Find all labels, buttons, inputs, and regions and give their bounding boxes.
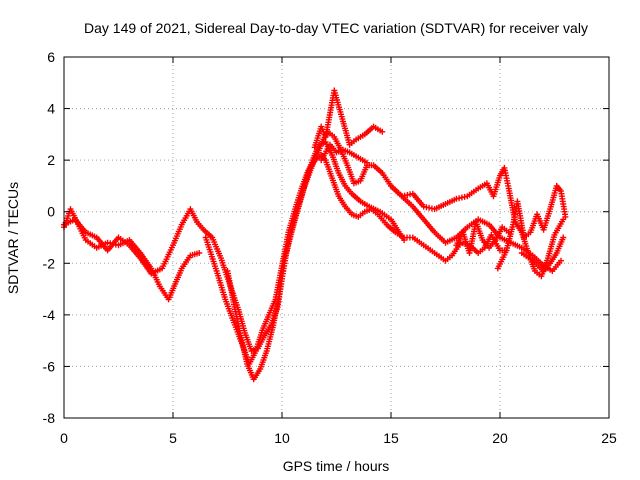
series-plus-markers bbox=[494, 182, 569, 272]
series-plus-markers bbox=[453, 219, 512, 256]
y-tick-label: 4 bbox=[47, 101, 55, 117]
y-tick-label: -2 bbox=[43, 255, 56, 271]
y-tick-label: -6 bbox=[43, 358, 56, 374]
x-axis-label: GPS time / hours bbox=[283, 458, 390, 474]
y-tick-label: 0 bbox=[47, 204, 55, 220]
y-tick-label: 6 bbox=[47, 49, 55, 65]
data-marks bbox=[61, 87, 569, 383]
x-tick-label: 25 bbox=[601, 430, 617, 446]
series-plus-markers bbox=[318, 141, 370, 166]
x-tick-label: 10 bbox=[274, 430, 290, 446]
x-tick-label: 5 bbox=[169, 430, 177, 446]
series-plus-markers bbox=[61, 206, 203, 303]
series-track-10 bbox=[453, 219, 512, 256]
series-plus-markers bbox=[311, 87, 386, 151]
x-tick-label: 20 bbox=[492, 430, 508, 446]
plot-frame bbox=[63, 56, 610, 419]
series-plus-markers bbox=[518, 234, 567, 274]
y-tick-label: 2 bbox=[47, 152, 55, 168]
axis-ticks: 0 5 10 15 20 25 -8 -6 -4 -2 0 2 4 6 bbox=[43, 49, 617, 446]
y-axis-label: SDTVAR / TECUs bbox=[5, 182, 21, 294]
series-track-8 bbox=[494, 182, 569, 272]
x-tick-label: 0 bbox=[60, 430, 68, 446]
y-tick-label: -8 bbox=[43, 410, 56, 426]
series-track-4 bbox=[224, 128, 564, 383]
chart-title: Day 149 of 2021, Sidereal Day-to-day VTE… bbox=[84, 20, 588, 36]
series-track-6 bbox=[318, 141, 370, 166]
series-track-9 bbox=[518, 234, 567, 274]
x-tick-label: 15 bbox=[383, 430, 399, 446]
y-tick-label: -4 bbox=[43, 307, 56, 323]
grid-lines bbox=[64, 57, 609, 418]
series-plus-markers bbox=[224, 128, 564, 383]
series-track-5 bbox=[311, 87, 386, 151]
series-track-1 bbox=[61, 206, 203, 303]
